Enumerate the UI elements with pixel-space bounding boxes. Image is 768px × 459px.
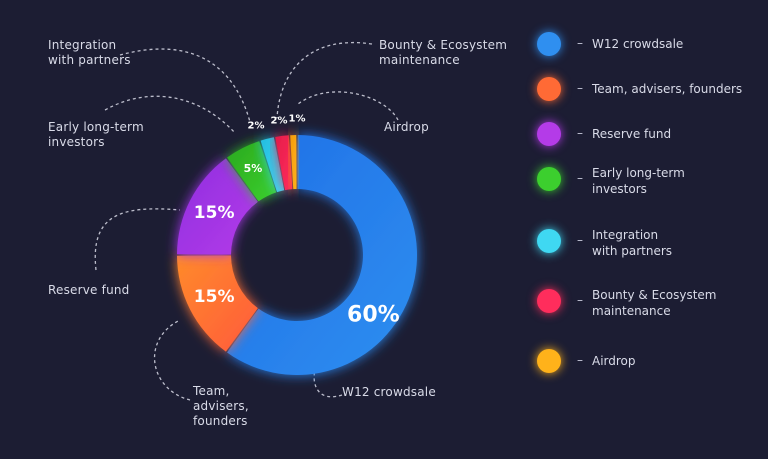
slice-label: 2% xyxy=(248,121,265,132)
legend-dash: – xyxy=(577,36,583,50)
legend-dash: – xyxy=(577,233,583,247)
leader-line xyxy=(297,91,399,121)
slice-reserve-fund xyxy=(177,158,258,255)
legend-dash: – xyxy=(577,81,583,95)
legend-item: – Team, advisers, founders xyxy=(537,75,767,115)
legend-label: Integration with partners xyxy=(592,228,673,258)
legend-item: – Bounty & Ecosystem maintenance xyxy=(537,287,767,327)
callout-airdrop: Airdrop xyxy=(384,120,429,134)
legend-color-dot xyxy=(537,77,561,101)
legend-color-dot xyxy=(537,122,561,146)
leader-line xyxy=(94,208,181,271)
callout-team: Team, advisers, founders xyxy=(193,384,249,428)
slice-integration-with-partners xyxy=(260,137,285,193)
callout-crowdsale: W12 crowdsale xyxy=(342,385,436,399)
leader-line xyxy=(119,48,251,123)
slice-label: 60% xyxy=(347,302,400,327)
legend-color-dot xyxy=(537,289,561,313)
slice-early-long-term-investors xyxy=(227,141,277,202)
legend-item: – Airdrop xyxy=(537,347,767,387)
legend-label: Airdrop xyxy=(592,354,636,368)
legend-dash: – xyxy=(577,293,583,307)
callout-bounty: Bounty & Ecosystem maintenance xyxy=(379,38,508,67)
leader-line xyxy=(153,319,191,401)
slice-label: 15% xyxy=(194,287,235,307)
leader-line xyxy=(276,42,373,119)
slice-labels: 60%15%15%5%2% 2% 1% xyxy=(194,114,400,328)
slice-label: 5% xyxy=(244,162,263,175)
legend-color-dot xyxy=(537,167,561,191)
legend-dash: – xyxy=(577,171,583,185)
callout-integration: Integration with partners xyxy=(48,38,131,67)
donut-slices xyxy=(177,135,418,375)
slice-team-advisers-founders xyxy=(177,255,258,352)
legend-item: – W12 crowdsale xyxy=(537,30,767,70)
legend-label: Reserve fund xyxy=(592,127,672,141)
legend-dash: – xyxy=(577,353,583,367)
slice-airdrop xyxy=(290,135,297,190)
slice-w12-crowdsale xyxy=(227,135,418,375)
legend-label: Bounty & Ecosystem maintenance xyxy=(592,288,717,318)
legend-color-dot xyxy=(537,32,561,56)
callout-early-investors: Early long-term investors xyxy=(48,120,144,149)
slice-bounty-ecosystem-maintenance xyxy=(275,135,293,191)
legend-color-dot xyxy=(537,229,561,253)
legend-label: Team, advisers, founders xyxy=(592,82,743,96)
callout-reserve-fund: Reserve fund xyxy=(48,283,130,297)
slice-label: 2% xyxy=(271,116,288,127)
slice-label: 15% xyxy=(194,203,235,223)
legend-item: – Reserve fund xyxy=(537,120,767,160)
legend-label: W12 crowdsale xyxy=(592,37,684,51)
legend-label: Early long-term investors xyxy=(592,166,685,196)
legend-dash: – xyxy=(577,126,583,140)
legend-item: – Integration with partners xyxy=(537,227,767,267)
slice-label: 1% xyxy=(289,114,306,125)
legend-item: – Early long-term investors xyxy=(537,165,767,205)
legend-color-dot xyxy=(537,349,561,373)
